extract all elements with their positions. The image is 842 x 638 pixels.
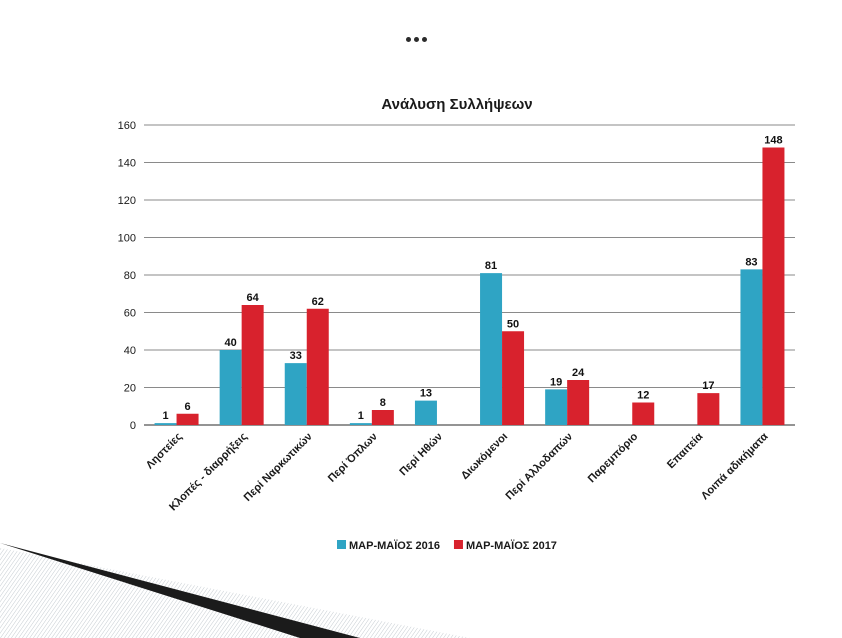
y-axis: 0 20 40 60 80 100 120 140 160 (118, 120, 136, 432)
bar-1 (545, 389, 568, 425)
bar-2 (632, 402, 655, 425)
more-icon (406, 37, 427, 42)
y-tick-label: 20 (124, 383, 136, 395)
category-label: Περί Ηθών (397, 431, 445, 479)
data-label: 62 (312, 296, 324, 308)
category-label: Επαιτεία (665, 430, 706, 471)
bar-2 (306, 308, 329, 425)
bar-2 (241, 305, 264, 425)
legend-swatch (337, 540, 346, 549)
bar-2 (697, 393, 720, 425)
data-label: 148 (764, 135, 782, 147)
bar-1 (480, 273, 503, 425)
bar-2 (567, 380, 590, 425)
data-label: 8 (380, 397, 386, 409)
bar-2 (502, 331, 525, 425)
y-tick-label: 100 (118, 233, 136, 245)
bar-1 (284, 363, 307, 425)
category-label: Ληστείες (144, 430, 185, 471)
category-label: Διωκόμενοι (459, 431, 510, 482)
y-tick-label: 40 (124, 345, 136, 357)
y-tick-label: 120 (118, 195, 136, 207)
data-label: 1 (162, 410, 168, 422)
legend-swatch (453, 540, 463, 549)
bar-1 (219, 350, 242, 425)
legend: ΜΑΡ-ΜΑΪΟΣ 2016 ΜΑΡ-ΜΑΪΟΣ 2017 (337, 539, 557, 552)
bar-2 (371, 410, 394, 425)
data-label: 1 (358, 410, 364, 422)
y-tick-label: 60 (124, 308, 136, 320)
y-tick-label: 160 (118, 120, 136, 132)
data-label: 33 (290, 350, 302, 362)
category-label: Περί Ναρκωτικών (242, 431, 315, 504)
data-label: 50 (507, 318, 519, 330)
bar-1 (154, 423, 177, 425)
data-label: 19 (550, 376, 562, 388)
category-label: Περί Όπλων (326, 431, 380, 485)
category-label: Λοιπά αδικήματα (699, 430, 771, 502)
y-tick-label: 80 (124, 270, 136, 282)
legend-label: ΜΑΡ-ΜΑΪΟΣ 2017 (466, 539, 557, 552)
data-label: 83 (745, 256, 757, 268)
data-label: 13 (420, 388, 432, 400)
chart-title: Ανάλυση Συλλήψεων (381, 96, 532, 113)
bar-1 (349, 423, 372, 425)
bar-2 (176, 413, 199, 425)
bar-1 (414, 400, 437, 425)
data-label: 12 (637, 390, 649, 402)
y-tick-label: 0 (130, 420, 136, 432)
data-label: 24 (572, 367, 585, 379)
legend-label: ΜΑΡ-ΜΑΪΟΣ 2016 (349, 539, 440, 552)
bar-1 (740, 269, 763, 425)
y-tick-label: 140 (118, 158, 136, 170)
data-label: 17 (702, 380, 714, 392)
data-label: 40 (225, 337, 237, 349)
category-label: Περί Αλλοδαπών (504, 431, 576, 503)
bars (154, 147, 785, 425)
data-label: 64 (247, 292, 260, 304)
category-label: Παρεμπόριο (586, 430, 641, 485)
data-label: 81 (485, 260, 497, 272)
data-label: 6 (184, 401, 190, 413)
bar-2 (762, 147, 785, 425)
